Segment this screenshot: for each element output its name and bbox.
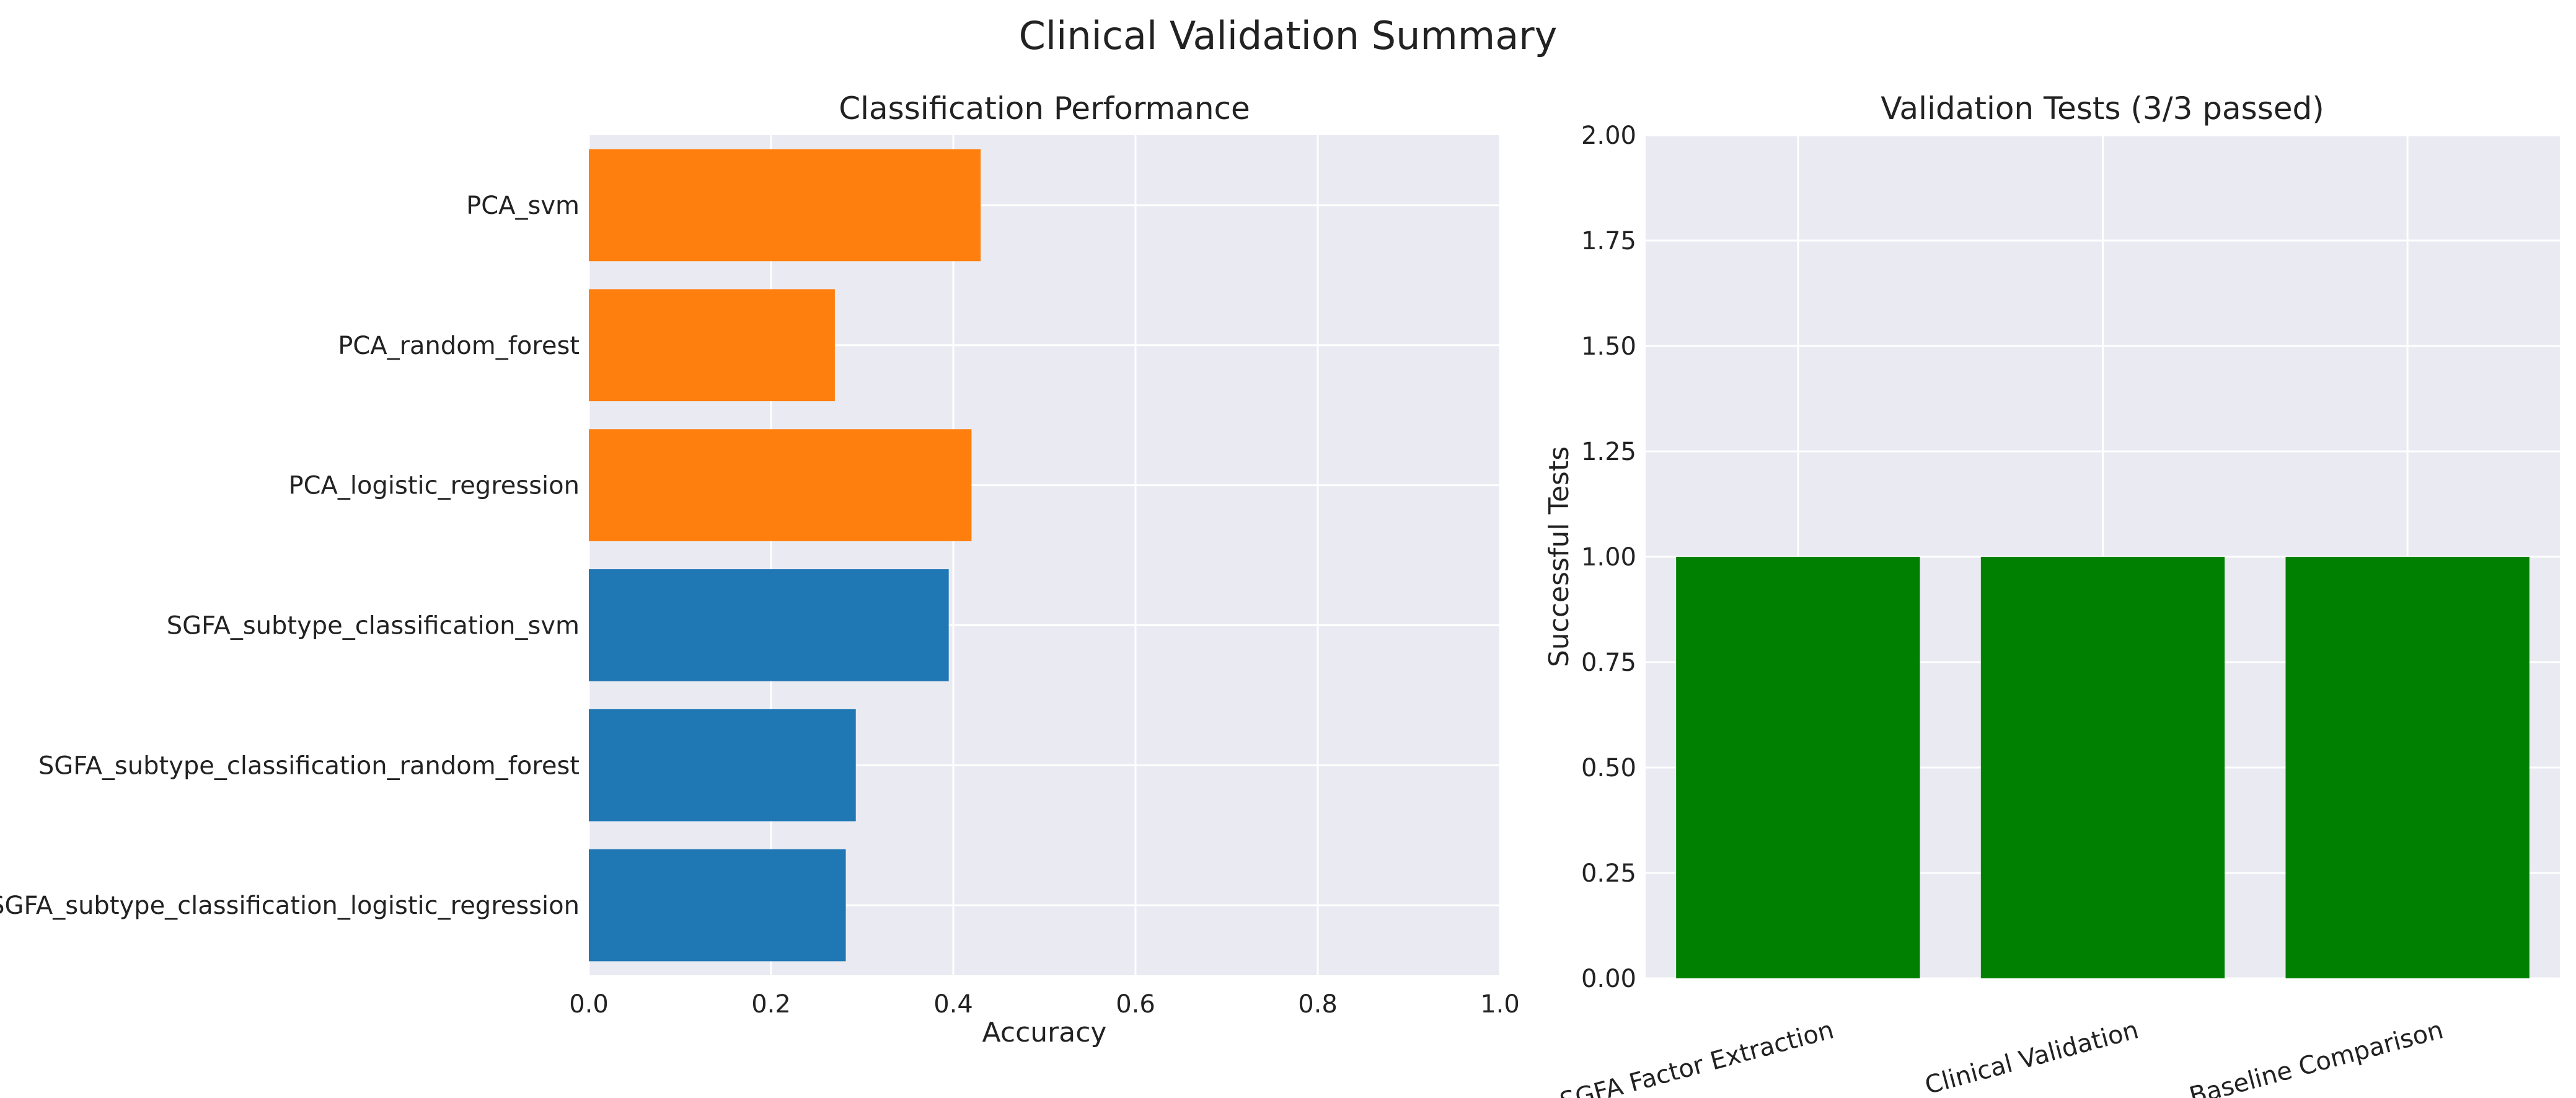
right-bars (1676, 557, 2530, 978)
right-y-axis-label: Successful Tests (1543, 446, 1575, 667)
left-category-label: PCA_svm (466, 192, 580, 220)
right-y-tick-label: 1.50 (1581, 332, 1636, 361)
left-category-label: PCA_logistic_regression (289, 472, 580, 500)
right-category-label: Clinical Validation (1922, 1016, 2142, 1098)
left-category-label: PCA_random_forest (338, 332, 580, 360)
right-category-label: Baseline Comparison (2186, 1016, 2446, 1098)
left-bar-PCA_svm (589, 149, 981, 262)
left-x-tick-label: 0.6 (1116, 990, 1155, 1019)
left-chart-title: Classification Performance (839, 91, 1250, 126)
left-bar-PCA_random_forest (589, 289, 835, 402)
left-x-tick-label: 0.0 (569, 990, 609, 1019)
left-plot-area (589, 135, 1500, 975)
right-category-labels: SGFA Factor Extraction Clinical Validatio… (1557, 1016, 2446, 1098)
left-x-tick-label: 1.0 (1480, 990, 1520, 1019)
left-bar-SGFA_subtype_classification_logistic_regression (589, 849, 846, 962)
figure-title: Clinical Validation Summary (1018, 13, 1558, 58)
right-y-tick-labels: 0.00 0.25 0.50 0.75 1.00 1.25 1.50 1.75 2.00 (1581, 122, 1636, 993)
left-bar-PCA_logistic_regression (589, 429, 972, 541)
right-y-tick-label: 1.00 (1581, 543, 1636, 572)
right-y-tick-label: 1.25 (1581, 438, 1636, 466)
right-y-tick-label: 0.75 (1581, 649, 1636, 677)
right-category-label: SGFA Factor Extraction (1557, 1016, 1837, 1098)
left-x-tick-label: 0.2 (751, 990, 791, 1019)
right-y-tick-label: 0.25 (1581, 859, 1636, 888)
left-category-label: SGFA_subtype_classification_random_fores… (38, 751, 580, 780)
left-bar-SGFA_subtype_classification_svm (589, 569, 949, 681)
left-bars (589, 149, 981, 962)
right-y-tick-label: 0.50 (1581, 754, 1636, 782)
left-category-labels: PCA_svm PCA_random_forest PCA_logistic_reg… (0, 192, 580, 920)
left-category-label: SGFA_subtype_classification_svm (167, 611, 580, 640)
left-x-tick-label: 0.4 (933, 990, 973, 1019)
right-bar-sgfa-factor-extraction (1676, 557, 1920, 978)
left-x-tick-label: 0.8 (1298, 990, 1338, 1019)
right-y-tick-label: 1.75 (1581, 227, 1636, 255)
left-gridlines (588, 135, 1501, 975)
right-y-tick-label: 2.00 (1581, 122, 1636, 150)
right-y-tick-label: 0.00 (1581, 965, 1636, 993)
right-bar-baseline-comparison (2285, 557, 2530, 978)
left-bar-SGFA_subtype_classification_random_forest (589, 709, 856, 821)
right-bar-clinical-validation (1980, 557, 2225, 978)
left-x-axis-label: Accuracy (982, 1017, 1107, 1048)
right-chart-title: Validation Tests (3/3 passed) (1881, 91, 2324, 126)
left-x-tick-labels: 0.0 0.2 0.4 0.6 0.8 1.0 (569, 990, 1520, 1019)
left-category-label: SGFA_subtype_classification_logistic_reg… (0, 892, 580, 920)
